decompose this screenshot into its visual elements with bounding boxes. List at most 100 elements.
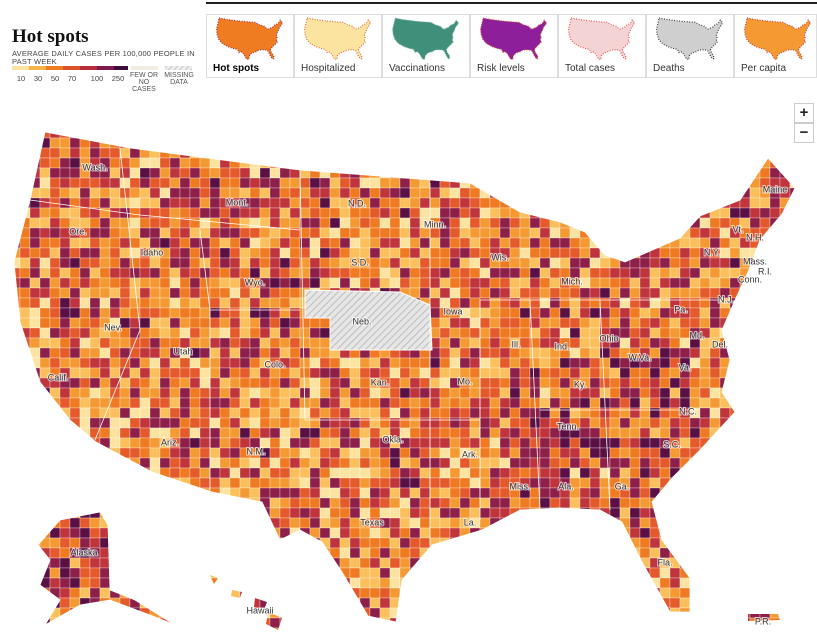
county — [509, 317, 521, 329]
county — [479, 307, 491, 319]
state-label: N.D. — [348, 198, 366, 208]
county — [649, 307, 661, 319]
county — [729, 407, 741, 419]
county — [619, 132, 631, 139]
county — [659, 367, 671, 379]
county — [219, 137, 231, 149]
county — [709, 157, 721, 169]
county — [519, 287, 531, 299]
county — [689, 357, 701, 369]
county — [729, 417, 741, 429]
county — [769, 517, 781, 529]
county — [339, 387, 351, 399]
county — [349, 577, 361, 589]
county — [669, 227, 681, 239]
county — [259, 467, 271, 479]
county — [559, 607, 571, 619]
county — [269, 132, 281, 139]
county — [419, 157, 431, 169]
county — [279, 457, 291, 469]
county — [419, 377, 431, 389]
zoom-in[interactable]: + — [794, 103, 814, 123]
county — [14, 487, 21, 499]
tab[interactable]: Hot spots — [206, 14, 294, 78]
county — [259, 477, 271, 489]
county — [489, 337, 501, 349]
county — [489, 477, 501, 489]
county — [149, 597, 161, 609]
county — [569, 247, 581, 259]
county — [589, 347, 601, 359]
county — [19, 137, 31, 149]
county — [339, 537, 351, 549]
county — [219, 337, 231, 349]
county — [14, 317, 21, 329]
county — [229, 237, 241, 249]
county — [239, 617, 251, 629]
county — [589, 457, 601, 469]
county — [169, 397, 181, 409]
tab[interactable]: Per capita — [734, 14, 817, 78]
county — [299, 487, 311, 499]
county — [699, 137, 711, 149]
county — [380, 638, 390, 643]
zoom-out[interactable]: − — [794, 123, 814, 143]
county — [519, 557, 531, 569]
county — [109, 567, 121, 579]
tab[interactable]: Deaths — [646, 14, 734, 78]
county — [279, 132, 291, 139]
legend-bar — [12, 66, 192, 70]
county — [699, 447, 711, 459]
county — [79, 337, 91, 349]
county — [79, 477, 91, 489]
county — [379, 537, 391, 549]
county — [169, 277, 181, 289]
county — [79, 257, 91, 269]
county — [189, 427, 201, 439]
county — [779, 137, 791, 149]
county — [269, 457, 281, 469]
county — [379, 477, 391, 489]
tab[interactable]: Total cases — [558, 14, 646, 78]
county — [339, 407, 351, 419]
county — [649, 497, 661, 509]
county — [209, 557, 221, 569]
county — [399, 237, 411, 249]
county — [199, 157, 211, 169]
county — [529, 427, 541, 439]
county — [789, 627, 795, 630]
county — [19, 577, 31, 589]
county — [179, 437, 191, 449]
county — [209, 567, 221, 579]
tab[interactable]: Vaccinations — [382, 14, 470, 78]
county — [649, 377, 661, 389]
county — [359, 357, 371, 369]
county — [709, 257, 721, 269]
county — [119, 417, 131, 429]
county — [579, 547, 591, 559]
county — [429, 397, 441, 409]
county — [619, 277, 631, 289]
county — [89, 567, 101, 579]
county — [209, 507, 221, 519]
county — [199, 217, 211, 229]
county — [279, 437, 291, 449]
county — [229, 437, 241, 449]
county — [409, 577, 421, 589]
county — [269, 347, 281, 359]
tab[interactable]: Risk levels — [470, 14, 558, 78]
county — [579, 487, 591, 499]
county — [189, 627, 201, 630]
county — [369, 617, 381, 629]
county — [439, 277, 451, 289]
county — [779, 587, 791, 599]
county — [429, 237, 441, 249]
county — [159, 287, 171, 299]
county — [419, 407, 431, 419]
county — [439, 357, 451, 369]
county — [329, 177, 341, 189]
county — [39, 347, 51, 359]
county — [309, 367, 321, 379]
tab[interactable]: Hospitalized — [294, 14, 382, 78]
county — [589, 137, 601, 149]
